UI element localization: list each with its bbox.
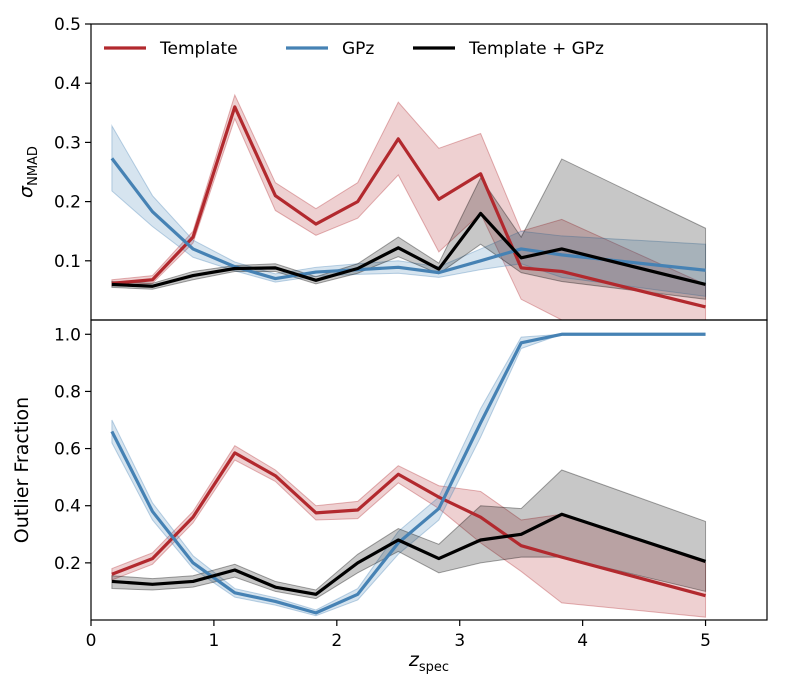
legend-label-2: Template + GPz xyxy=(468,39,604,59)
bottom-plot-frame xyxy=(90,319,768,621)
series-line-top-2 xyxy=(111,211,706,288)
bottom-ylabel: Outlier Fraction xyxy=(11,397,33,543)
xtick-label-1: 1 xyxy=(208,631,219,651)
legend-label-0: Template xyxy=(159,39,238,59)
series-line-bot-1 xyxy=(110,332,706,615)
bottom-lines xyxy=(110,332,707,615)
band-top-0 xyxy=(111,93,707,320)
ytick-label-bot-4: 1.0 xyxy=(54,325,81,345)
xlabel-sub: spec xyxy=(419,660,449,675)
xticks: 0 1 2 3 4 5 xyxy=(86,620,711,651)
series-line-bot-0 xyxy=(111,451,706,598)
ytick-label-top-1: 0.2 xyxy=(54,193,81,213)
ytick-label-bot-3: 0.8 xyxy=(54,382,81,402)
top-panel: 0.1 0.2 0.3 0.4 0.5 Template GPz Template + GP… xyxy=(15,15,768,321)
top-lines xyxy=(110,105,706,309)
ytick-label-top-0: 0.1 xyxy=(54,252,81,272)
ytick-label-bot-1: 0.4 xyxy=(54,497,81,517)
series-line-top-0 xyxy=(111,105,706,309)
xtick-label-5: 5 xyxy=(700,631,711,651)
ytick-label-top-2: 0.3 xyxy=(54,133,81,153)
bottom-bands xyxy=(111,333,707,618)
band-bot-0 xyxy=(111,445,707,618)
top-yticks: 0.1 0.2 0.3 0.4 0.5 xyxy=(54,15,91,272)
xtick-label-4: 4 xyxy=(577,631,588,651)
legend-label-1: GPz xyxy=(342,39,374,59)
bottom-yticks: 0.2 0.4 0.6 0.8 1.0 xyxy=(54,325,91,574)
legend: Template GPz Template + GPz xyxy=(104,39,604,59)
top-ylabel-symbol: σ xyxy=(15,185,37,198)
xtick-label-0: 0 xyxy=(86,631,97,651)
ytick-label-top-3: 0.4 xyxy=(54,74,81,94)
top-ylabel: σNMAD xyxy=(15,146,41,198)
xlabel-main: z xyxy=(408,649,420,671)
ytick-label-bot-2: 0.6 xyxy=(54,440,81,460)
xtick-label-2: 2 xyxy=(331,631,342,651)
ytick-label-top-4: 0.5 xyxy=(54,15,81,35)
ytick-label-bot-0: 0.2 xyxy=(54,554,81,574)
series-line-bot-2 xyxy=(111,512,707,596)
xlabel: zspec xyxy=(408,649,449,675)
top-ylabel-sub: NMAD xyxy=(26,146,41,186)
xtick-label-3: 3 xyxy=(454,631,465,651)
